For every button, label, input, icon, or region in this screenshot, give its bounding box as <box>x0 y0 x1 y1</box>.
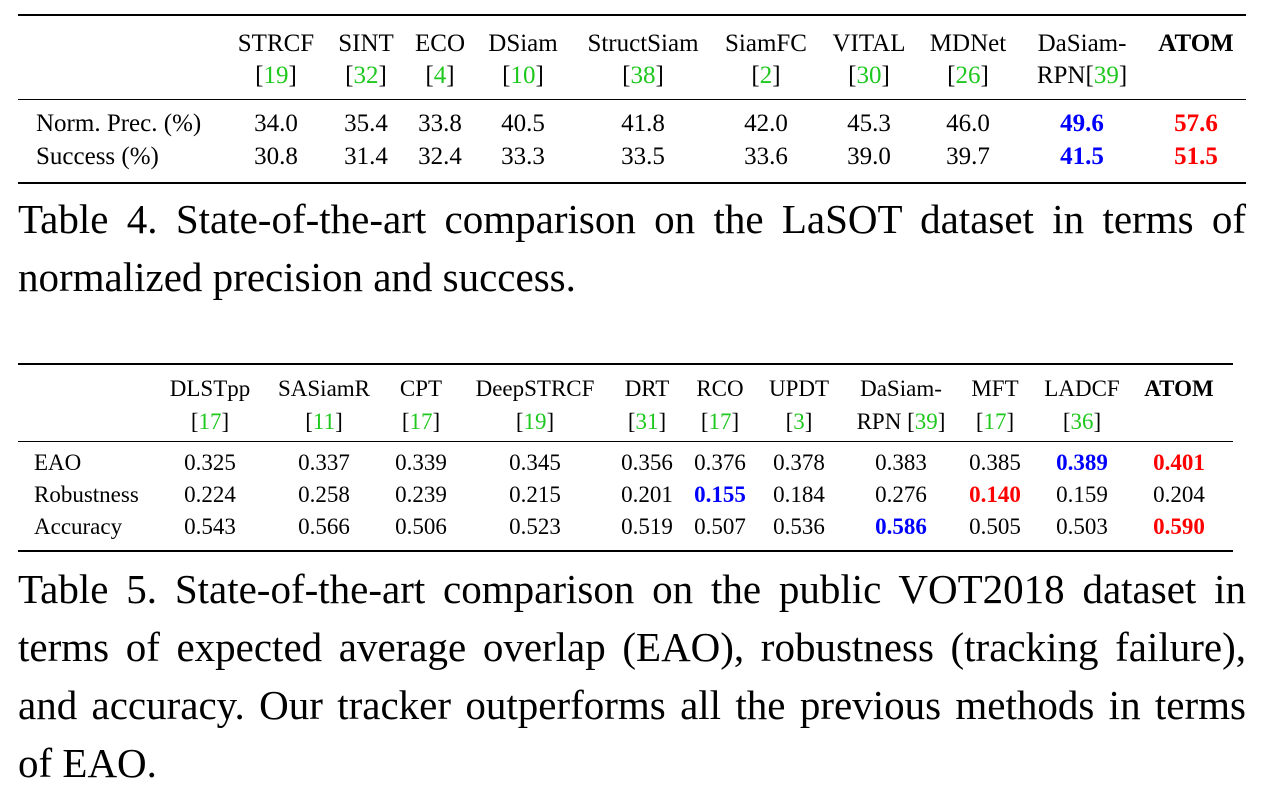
table5-col-header: LADCF [36] <box>1044 376 1120 434</box>
table4-cell: 33.8 <box>418 110 462 137</box>
table5-cell: 0.383 <box>875 450 927 475</box>
table4-mid-rule <box>18 99 1246 100</box>
table4-col-header: DSiam [10] <box>488 30 558 89</box>
table5-cell: 0.506 <box>395 514 447 539</box>
table4-cell: 41.8 <box>621 110 665 137</box>
table4-cell: 33.6 <box>744 143 788 170</box>
table4-cell: 33.3 <box>501 143 545 170</box>
table4-bottom-rule <box>18 182 1246 184</box>
table4-cell: 42.0 <box>744 110 788 137</box>
table5-cell: 0.507 <box>694 514 746 539</box>
table4-col-header: VITAL [30] <box>832 30 906 89</box>
table5-cell: 0.224 <box>184 482 236 507</box>
table4-col-header: ECO [4] <box>415 30 465 89</box>
table5-cell: 0.523 <box>509 514 561 539</box>
table5-cell: 0.239 <box>395 482 447 507</box>
table5-cell: 0.536 <box>773 514 825 539</box>
table5-col-header-atom: ATOM <box>1144 376 1214 401</box>
table5-cell-best: 0.590 <box>1153 514 1205 539</box>
table5-cell-second-best: 0.586 <box>875 514 927 539</box>
table4-top-rule <box>18 14 1246 16</box>
table5-col-header: MFT [17] <box>971 376 1019 434</box>
table5-cell: 0.325 <box>184 450 236 475</box>
table5-cell: 0.204 <box>1153 482 1205 507</box>
table4-cell: 35.4 <box>344 110 388 137</box>
table4-cell: 32.4 <box>418 143 462 170</box>
table4-cell: 40.5 <box>501 110 545 137</box>
table5-cell: 0.276 <box>875 482 927 507</box>
table5-cell-second-best: 0.389 <box>1056 450 1108 475</box>
table5-col-header: SASiamR [11] <box>277 376 371 434</box>
table5-cell: 0.258 <box>298 482 350 507</box>
table5-cell: 0.519 <box>621 514 673 539</box>
table4-cell: 33.5 <box>621 143 665 170</box>
table4-cell-second-best: 41.5 <box>1060 143 1104 170</box>
table4-cell: 39.0 <box>847 143 891 170</box>
table5-col-header: DLSTpp [17] <box>169 376 251 434</box>
table5-cell: 0.215 <box>509 482 561 507</box>
table5-cell-best: 0.401 <box>1153 450 1205 475</box>
table5-cell: 0.505 <box>969 514 1021 539</box>
table5-mid-rule <box>18 441 1233 442</box>
table5-cell-second-best: 0.155 <box>694 482 746 507</box>
table5-col-header: DaSiam- RPN [39] <box>856 376 946 434</box>
table5-col-header: CPT [17] <box>399 376 443 434</box>
table5-row-label: Accuracy <box>34 514 123 539</box>
table5-col-header: DeepSTRCF [19] <box>475 376 595 434</box>
table5-cell: 0.159 <box>1056 482 1108 507</box>
table4-cell: 46.0 <box>946 110 990 137</box>
table4-cell: 30.8 <box>254 143 298 170</box>
table5-bottom-rule <box>18 550 1233 552</box>
table5-col-header: DRT [31] <box>624 376 670 434</box>
table4-cell: 45.3 <box>847 110 891 137</box>
table5-cell: 0.385 <box>969 450 1021 475</box>
table5-cell: 0.356 <box>621 450 673 475</box>
table4-cell-best: 57.6 <box>1174 110 1218 137</box>
table5-cell: 0.201 <box>621 482 673 507</box>
table5-col-header: UPDT [3] <box>768 376 830 434</box>
table4-row-label: Success (%) <box>36 143 159 170</box>
table4-cell-best: 51.5 <box>1174 143 1218 170</box>
table5-cell: 0.376 <box>694 450 746 475</box>
table4-caption: Table 4. State-of-the-art comparison on … <box>18 196 1246 300</box>
table4-col-header-atom: ATOM <box>1158 30 1234 57</box>
table5-col-header: RCO [17] <box>696 376 744 434</box>
table5-top-rule <box>18 363 1233 365</box>
table5-cell: 0.566 <box>298 514 350 539</box>
table5-cell: 0.378 <box>773 450 825 475</box>
table5-cell: 0.345 <box>509 450 561 475</box>
table5-cell: 0.184 <box>773 482 825 507</box>
table5-caption: Table 5. State-of-the-art comparison on … <box>18 566 1246 786</box>
table4-cell: 31.4 <box>344 143 388 170</box>
table4-row-label: Norm. Prec. (%) <box>36 110 202 137</box>
table5-cell: 0.337 <box>298 450 350 475</box>
table5-cell-best: 0.140 <box>969 482 1021 507</box>
table4-col-header: DaSiam- RPN[39] <box>1036 30 1128 89</box>
table4-col-header: SINT [32] <box>338 30 394 89</box>
table4-col-header: StructSiam [38] <box>587 30 699 89</box>
table4-col-header: MDNet [26] <box>929 30 1007 89</box>
table4-cell: 34.0 <box>254 110 298 137</box>
table4-col-header: STRCF [19] <box>237 30 315 89</box>
table5-row-label: EAO <box>34 450 82 475</box>
table4-col-header: SiamFC [2] <box>725 30 807 89</box>
table5-cell: 0.503 <box>1056 514 1108 539</box>
table5-row-label: Robustness <box>34 482 139 507</box>
table4-cell: 39.7 <box>946 143 990 170</box>
table4-cell-second-best: 49.6 <box>1060 110 1104 137</box>
table5-cell: 0.339 <box>395 450 447 475</box>
table5-cell: 0.543 <box>184 514 236 539</box>
